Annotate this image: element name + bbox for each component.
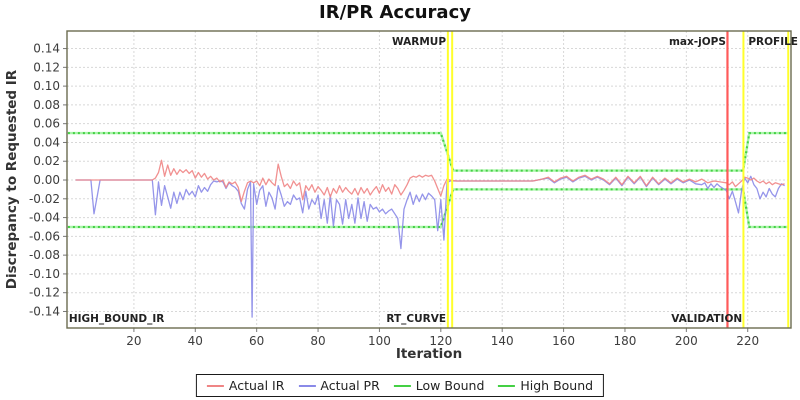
legend-label: Low Bound: [415, 378, 485, 393]
series-lines: [67, 131, 788, 318]
x-tick-label: 40: [188, 334, 203, 348]
y-axis-label: Discrepancy to Requested IR: [4, 69, 20, 289]
y-tick-label: 0.14: [33, 42, 60, 56]
legend-swatch: [393, 384, 411, 387]
x-axis-label: Iteration: [396, 346, 462, 362]
annotation-profile: PROFILE: [748, 36, 798, 48]
legend-swatch: [498, 384, 516, 387]
annotation-rt-curve: RT_CURVE: [386, 313, 446, 325]
x-tick-label: 20: [126, 334, 141, 348]
series-low-bound: [67, 188, 788, 228]
y-tick-label: -0.06: [29, 229, 60, 243]
legend-label: High Bound: [520, 378, 594, 393]
x-tick-label: 160: [552, 334, 575, 348]
y-tick-label: -0.02: [29, 192, 60, 206]
axis-ticks: 0.14 0.12 0.10 0.08 0.06 0.04 0.02 0.00 -0.02 -0.…: [29, 42, 759, 348]
series-actual-pr: [75, 175, 785, 318]
series-high-bound: [67, 132, 788, 172]
legend-swatch: [206, 384, 224, 387]
chart-legend: Actual IR Actual PR Low Bound High Bound: [195, 374, 605, 397]
legend-item-actual-pr: Actual PR: [298, 378, 380, 393]
y-tick-label: -0.14: [29, 304, 60, 318]
y-tick-label: -0.04: [29, 211, 60, 225]
y-tick-label: 0.02: [33, 154, 60, 168]
y-tick-label: 0.00: [33, 173, 60, 187]
legend-swatch: [298, 384, 316, 387]
legend-label: Actual IR: [228, 378, 285, 393]
x-tick-label: 200: [675, 334, 698, 348]
y-tick-label: -0.10: [29, 267, 60, 281]
y-tick-label: 0.06: [33, 117, 60, 131]
annotation-warmup: WARMUP: [392, 36, 446, 48]
annotation-validation: VALIDATION: [671, 313, 742, 325]
annotation-high-bound-ir: HIGH_BOUND_IR: [69, 313, 165, 325]
x-tick-label: 140: [491, 334, 514, 348]
phase-marker-lines: [446, 31, 790, 328]
series-actual-ir: [75, 159, 785, 203]
legend-item-actual-ir: Actual IR: [206, 378, 285, 393]
legend-item-high-bound: High Bound: [498, 378, 593, 393]
plot-background: [67, 31, 791, 328]
chart-title: IR/PR Accuracy: [319, 2, 471, 23]
annotation-max-jops: max-jOPS: [669, 36, 726, 48]
y-tick-label: 0.10: [33, 79, 60, 93]
legend-item-low-bound: Low Bound: [393, 378, 485, 393]
y-tick-label: 0.04: [33, 135, 60, 149]
y-tick-label: 0.08: [33, 98, 60, 112]
y-tick-label: -0.08: [29, 248, 60, 262]
x-tick-label: 100: [368, 334, 391, 348]
x-tick-label: 220: [736, 334, 759, 348]
legend-label: Actual PR: [320, 378, 380, 393]
x-tick-label: 180: [614, 334, 637, 348]
y-tick-label: 0.12: [33, 60, 60, 74]
x-tick-label: 80: [310, 334, 325, 348]
y-tick-label: -0.12: [29, 286, 60, 300]
x-tick-label: 60: [249, 334, 264, 348]
phase-annotations: WARMUP max-jOPS PROFILE HIGH_BOUND_IR RT_CUR…: [69, 36, 798, 325]
plot-border: [66, 30, 792, 329]
x-tick-label: 120: [429, 334, 452, 348]
